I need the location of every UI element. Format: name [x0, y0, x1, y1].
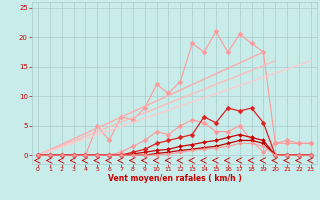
- X-axis label: Vent moyen/en rafales ( km/h ): Vent moyen/en rafales ( km/h ): [108, 174, 241, 183]
